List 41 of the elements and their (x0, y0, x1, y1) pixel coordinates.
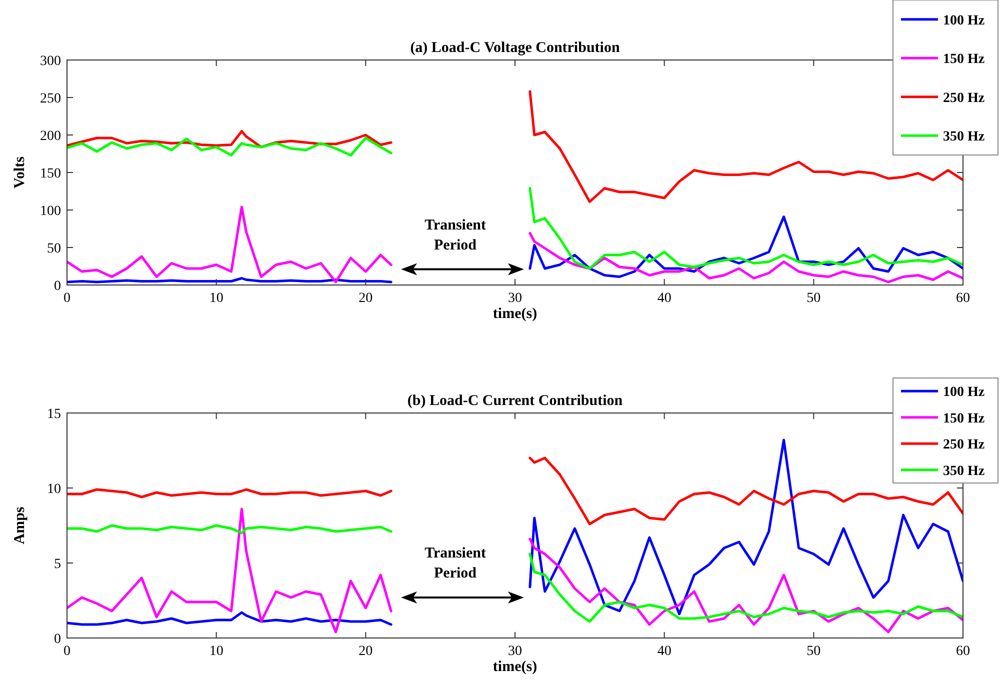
x-tick-label: 50 (806, 291, 821, 306)
y-tick-label: 100 (40, 204, 61, 219)
y-tick-label: 150 (40, 166, 61, 182)
annotation: Transient Period (424, 217, 486, 254)
y-tick-label: 0 (54, 632, 61, 647)
legend-label: 350 Hz (943, 130, 985, 145)
legend-label: 150 Hz (943, 411, 985, 426)
x-tick-label: 60 (956, 291, 970, 306)
legend-label: 350 Hz (943, 464, 985, 479)
legend-label: 100 Hz (943, 385, 985, 400)
y-tick-label: 250 (40, 92, 61, 106)
y-tick-label: 10 (47, 482, 61, 497)
x-tick-label: 30 (508, 291, 522, 306)
legend-label: 150 Hz (943, 52, 985, 68)
x-axis-title: time(s) (492, 306, 538, 322)
x-tick-label: 10 (209, 644, 224, 659)
legend-label: 250 Hz (943, 90, 985, 106)
x-tick-label: 20 (358, 291, 373, 306)
y-axis-title: Volts (12, 156, 28, 188)
annotation: Transient Period (424, 546, 486, 582)
x-tick-label: 30 (508, 644, 522, 659)
x-tick-label: 60 (956, 644, 970, 659)
x-axis-title: time(s) (492, 659, 538, 675)
x-tick-label: 20 (358, 644, 373, 659)
x-tick-label: 40 (657, 644, 672, 659)
chart-title: (a) Load-C Voltage Contribution (410, 40, 620, 56)
y-tick-label: 300 (40, 54, 61, 69)
y-tick-label: 15 (47, 407, 61, 422)
x-tick-label: 0 (64, 644, 70, 659)
y-axis-title: Amps (12, 506, 28, 544)
x-tick-label: 50 (806, 644, 821, 659)
legend-label: 100 Hz (943, 13, 985, 28)
chart-title: (b) Load-C Current Contribution (407, 393, 624, 409)
legend-label: 250 Hz (943, 438, 985, 453)
y-tick-label: 50 (47, 242, 61, 256)
y-tick-label: 0 (54, 279, 61, 294)
x-tick-label: 0 (64, 291, 70, 306)
x-tick-label: 10 (209, 291, 224, 306)
y-tick-label: 200 (40, 129, 61, 144)
y-tick-label: 5 (54, 557, 61, 572)
x-tick-label: 40 (657, 291, 672, 306)
